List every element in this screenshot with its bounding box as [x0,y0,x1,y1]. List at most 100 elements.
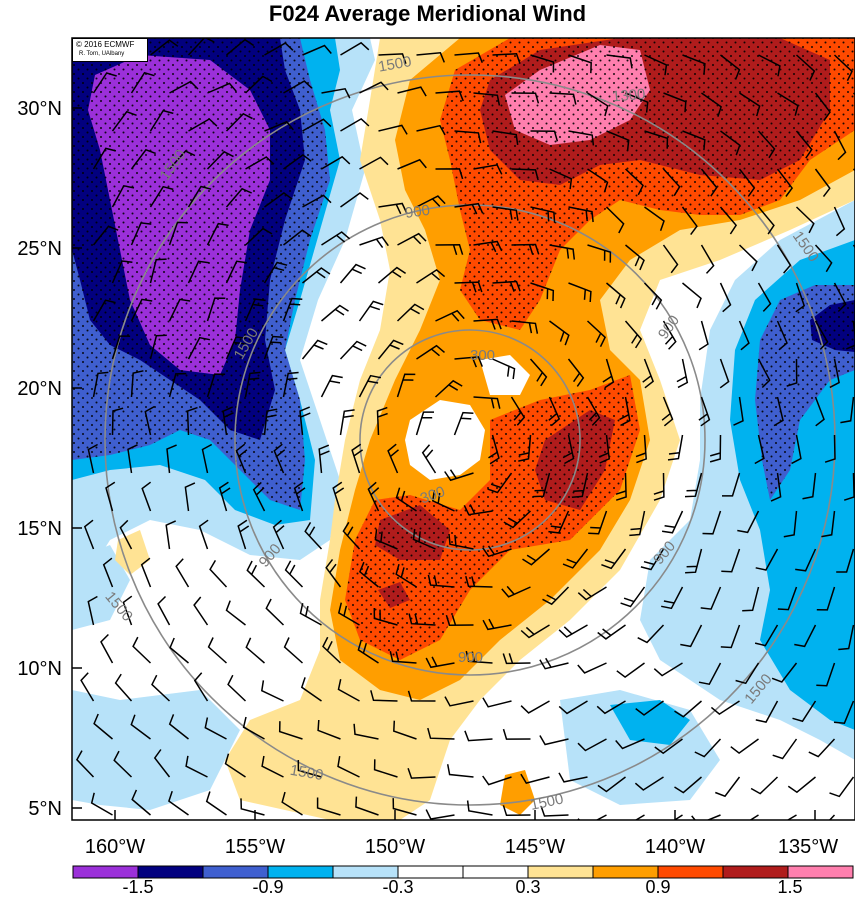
wind-barb [492,53,521,64]
wind-barb [193,672,209,702]
wind-barb [225,260,248,284]
wind-barb [444,696,474,707]
map-title: F024 Average Meridional Wind [268,1,587,26]
wind-barb [624,168,644,196]
wind-barb [144,405,155,436]
wind-barb [720,624,741,649]
wind-barb [721,548,741,573]
wind-barb [482,618,512,631]
wind-barb [821,510,836,538]
lat-label: 15°N [17,518,62,540]
wind-barb [184,482,196,512]
wind-barb [644,54,668,76]
wind-barb [332,481,345,512]
wind-barb [377,339,404,360]
wind-barb [653,472,665,501]
wind-barb [378,266,407,284]
wind-barb [225,336,247,360]
credit-box: © 2016 ECMWF R. Torn, UAlbany [72,38,148,62]
wind-barb [654,738,683,755]
wind-barb [577,586,607,601]
wind-barb [337,755,360,778]
wind-barb [757,358,771,389]
wind-barb [777,92,799,116]
wind-barb [836,548,855,573]
wind-barb [408,613,436,626]
wind-barb [263,408,278,436]
wind-barb [757,282,772,312]
wind-barb [682,130,706,151]
wind-barb [700,244,715,274]
wind-barb [187,185,212,208]
wind-barb [530,206,556,223]
wind-barb [662,168,681,197]
wind-barb [722,472,741,497]
wind-barb [206,297,226,322]
wind-barb [662,244,679,274]
wind-barb [616,814,645,820]
wind-barb [597,776,626,793]
wind-barb [482,697,512,708]
wind-barb [140,557,152,588]
wind-barb [558,772,588,783]
wind-barb [700,168,718,197]
wind-barb [157,595,171,626]
wind-barb [549,168,573,190]
wind-barb [240,798,265,816]
wind-barb [667,434,684,461]
wind-barb [567,358,585,387]
wind-barb [131,789,151,816]
wind-barb [487,472,513,494]
wind-barb [768,814,797,820]
wind-barb [530,282,555,302]
wind-barb [87,443,98,474]
wind-barb [661,396,674,427]
wind-barb [454,52,483,63]
wind-barb [353,723,379,740]
shade-lightblue-s1 [72,690,240,810]
wind-barb [165,520,177,550]
wind-barb [833,700,855,724]
wind-barb [302,267,331,284]
wind-barb [416,268,446,284]
wind-barb [814,396,825,427]
wind-barb [244,75,273,94]
wind-barb [237,519,250,550]
wind-barb [448,533,474,550]
wind-barb [492,130,519,146]
wind-barb [473,318,502,330]
wind-barb [702,510,722,535]
wind-barb [454,202,484,215]
wind-barb [453,411,474,436]
wind-barb [90,792,113,816]
wind-barb [755,548,779,571]
wind-barb [501,585,531,598]
wind-barb [150,39,179,56]
wind-barb [814,244,833,273]
wind-barb [625,244,645,271]
wind-barb [698,662,722,686]
wind-barb [792,700,817,723]
wind-barb [701,92,722,117]
wind-barb [548,510,570,534]
wind-barb [206,222,229,246]
wind-barb [816,662,836,687]
wind-barb [149,109,174,132]
wind-barb [435,90,464,102]
wind-barb [473,240,503,253]
wind-barb [395,487,417,512]
stipple-nw [72,38,330,510]
wind-barb [794,624,817,648]
wind-barb [464,730,493,742]
wind-barb [814,168,831,198]
wind-barb [682,282,702,309]
wind-barb [738,320,750,351]
wind-barb [396,303,425,322]
wind-barb [568,206,594,223]
wind-barb [225,600,246,626]
wind-barb [416,124,446,136]
shade-cyan-s2 [610,700,690,745]
wind-barb [92,371,109,398]
wind-barb [358,300,384,322]
